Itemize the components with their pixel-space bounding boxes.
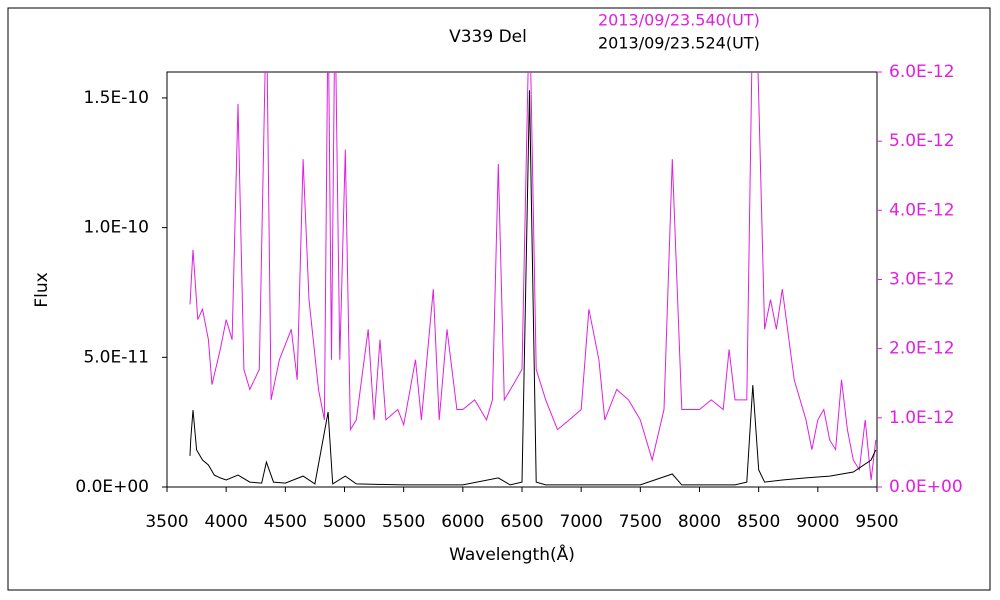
x-tick-label: 4000 xyxy=(205,512,248,532)
y2-tick-label: 4.0E-12 xyxy=(889,200,955,220)
x-tick-label: 9000 xyxy=(796,512,839,532)
x-tick-label: 7500 xyxy=(619,512,662,532)
spectrum-line xyxy=(189,90,877,486)
x-tick-label: 7000 xyxy=(560,512,603,532)
y-tick-label: 0.0E+00 xyxy=(75,477,149,497)
x-axis-label: Wavelength(Å) xyxy=(449,543,575,565)
x-tick-label: 6000 xyxy=(441,512,484,532)
x-tick-label: 9500 xyxy=(855,512,898,532)
x-tick-label: 6500 xyxy=(500,512,543,532)
legend-entry: 2013/09/23.524(UT) xyxy=(598,34,760,53)
y2-tick-label: 3.0E-12 xyxy=(889,270,955,290)
y2-tick-label: 2.0E-12 xyxy=(889,339,955,359)
chart-title: V339 Del xyxy=(449,27,527,47)
y2-tick-label: 6.0E-12 xyxy=(889,62,955,82)
frame xyxy=(7,7,991,591)
x-tick-label: 3500 xyxy=(145,512,188,532)
y2-tick-label: 5.0E-12 xyxy=(889,131,955,151)
y-tick-label: 5.0E-11 xyxy=(83,347,149,367)
plot-lines xyxy=(189,72,877,486)
y-axis-label: Flux xyxy=(32,272,52,307)
x-tick-label: 5500 xyxy=(382,512,425,532)
y2-tick-label: 0.0E+00 xyxy=(889,477,963,497)
y2-tick-label: 1.0E-12 xyxy=(889,408,955,428)
legend-entry: 2013/09/23.540(UT) xyxy=(598,11,760,30)
x-tick-label: 4500 xyxy=(264,512,307,532)
y-tick-label: 1.0E-10 xyxy=(83,218,149,238)
x-tick-label: 5000 xyxy=(323,512,366,532)
x-tick-label: 8500 xyxy=(737,512,780,532)
spectrum-line xyxy=(189,72,877,481)
y-tick-label: 1.5E-10 xyxy=(83,88,149,108)
x-tick-label: 8000 xyxy=(678,512,721,532)
